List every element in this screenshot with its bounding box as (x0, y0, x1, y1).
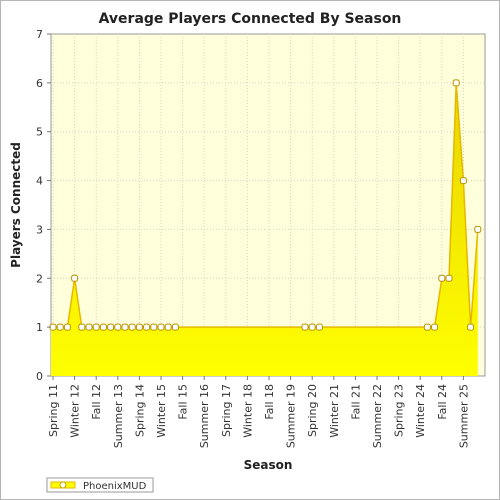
data-point (452, 79, 460, 87)
x-tick-label: Winter 15 (155, 384, 168, 438)
data-point (85, 323, 93, 331)
x-axis-title: Season (244, 458, 293, 472)
data-point (157, 323, 165, 331)
data-point (171, 323, 179, 331)
y-tick-label: 2 (36, 272, 43, 285)
data-point (474, 225, 482, 233)
x-tick-label: Fall 18 (263, 384, 276, 420)
x-tick-label: Summer 19 (285, 384, 298, 448)
legend: PhoenixMUD (46, 477, 154, 493)
x-tick-label: Summer 25 (457, 384, 470, 448)
chart-title: Average Players Connected By Season (99, 11, 402, 27)
data-point (164, 323, 172, 331)
x-tick-label: Fall 24 (436, 384, 449, 420)
area-fill-phoenixmud (51, 82, 478, 377)
data-point (92, 323, 100, 331)
x-tick-label: Summer 22 (371, 384, 384, 448)
legend-swatch-marker (59, 481, 67, 489)
y-axis-title: Players Connected (9, 142, 23, 268)
data-point (467, 323, 475, 331)
x-tick-label: Spring 20 (306, 384, 319, 437)
x-tick-label: Fall 15 (177, 384, 190, 420)
data-point (114, 323, 122, 331)
data-point (78, 323, 86, 331)
y-tick-label: 1 (36, 321, 43, 334)
data-point (143, 323, 151, 331)
y-tick-label: 3 (36, 223, 43, 236)
x-tick-label: Summer 13 (112, 384, 125, 448)
data-point (308, 323, 316, 331)
x-tick-label: Winter 12 (69, 384, 82, 438)
grid (51, 34, 485, 376)
legend-label: PhoenixMUD (83, 481, 147, 492)
x-tick-label: Spring 11 (47, 384, 60, 437)
area-series (51, 82, 478, 377)
data-point (445, 274, 453, 282)
x-tick-label: Fall 12 (90, 384, 103, 420)
markers (49, 79, 482, 331)
y-tick-label: 0 (36, 370, 43, 383)
x-tick-label: Summer 16 (198, 384, 211, 448)
data-point (459, 177, 467, 185)
data-point (128, 323, 136, 331)
x-tick-label: Spring 14 (133, 384, 146, 437)
data-point (438, 274, 446, 282)
data-point (431, 323, 439, 331)
y-tick-label: 4 (36, 175, 43, 188)
x-tick-label: Winter 24 (414, 384, 427, 438)
x-tick-label: Fall 21 (349, 384, 362, 420)
x-tick-label: Spring 17 (220, 384, 233, 437)
data-point (423, 323, 431, 331)
plot-background (50, 33, 486, 377)
data-point (71, 274, 79, 282)
data-point (150, 323, 158, 331)
x-tick-label: Winter 18 (241, 384, 254, 438)
y-axis-ticks: 0 1 2 3 4 5 6 7 (36, 28, 51, 383)
data-point (315, 323, 323, 331)
data-point (121, 323, 129, 331)
x-tick-label: Winter 21 (328, 384, 341, 438)
data-point (56, 323, 64, 331)
y-tick-label: 6 (36, 77, 43, 90)
data-point (135, 323, 143, 331)
data-point (63, 323, 71, 331)
data-point (301, 323, 309, 331)
x-tick-label: Spring 23 (393, 384, 406, 437)
data-point (99, 323, 107, 331)
y-tick-label: 5 (36, 126, 43, 139)
x-axis-ticks: Spring 11 Winter 12 Fall 12 Summer 13 Spring… (47, 376, 470, 448)
data-point (107, 323, 115, 331)
y-tick-label: 7 (36, 28, 43, 41)
